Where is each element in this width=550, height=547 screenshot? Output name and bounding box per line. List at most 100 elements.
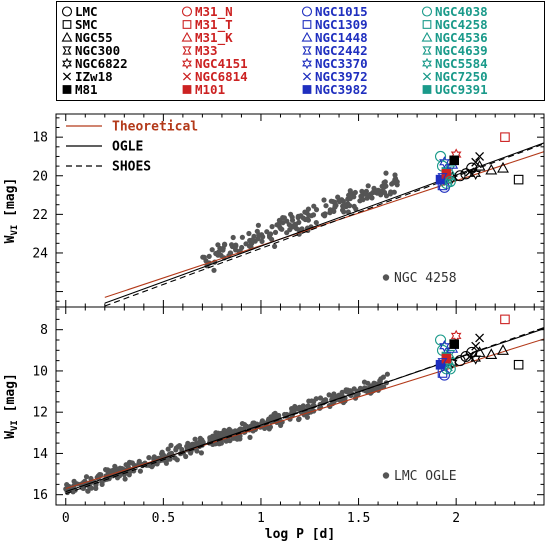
y-tick-label: 12	[32, 406, 48, 421]
cepheid-point	[361, 379, 368, 385]
cepheid-point	[393, 178, 399, 184]
plot-area	[63, 314, 544, 496]
legend-label: SMC	[75, 17, 98, 32]
cepheid-point	[281, 215, 287, 221]
legend-item-lmc: LMC	[61, 4, 98, 19]
cepheid-point	[99, 481, 105, 487]
galaxy-point	[437, 173, 448, 183]
cepheid-point	[292, 223, 298, 229]
cepheid-point	[194, 448, 200, 454]
x-tick-label: 1	[257, 511, 265, 526]
cepheid-point	[371, 386, 377, 392]
cepheid-cloud	[63, 371, 390, 496]
galaxy-point	[473, 159, 486, 171]
star-open-marker-icon	[182, 57, 192, 70]
galaxy-point	[497, 344, 509, 355]
galaxy-point	[475, 333, 485, 343]
cepheid-point	[266, 232, 273, 238]
cepheid-point	[149, 463, 155, 469]
cepheid-point	[260, 234, 266, 240]
cepheid-point	[254, 228, 260, 234]
legend-item-m31-n: M31_N	[181, 4, 233, 20]
legend: LMCSMCNGC55NGC300NGC6822IZw18M81M31_NM31…	[56, 1, 545, 101]
cepheid-point	[369, 195, 375, 201]
legend-label: NGC4151	[195, 56, 248, 71]
legend-label: M81	[75, 82, 98, 97]
legend-item-ngc3982: NGC3982	[302, 82, 368, 97]
annotation-marker-icon	[382, 472, 390, 479]
cepheid-point	[377, 378, 383, 385]
cepheid-point	[382, 189, 388, 196]
cepheid-point	[391, 189, 397, 195]
legend-label: LMC	[75, 4, 98, 19]
legend-label: NGC55	[75, 30, 113, 45]
cepheid-point	[163, 460, 169, 466]
legend-item-ngc4536: NGC4536	[421, 30, 488, 45]
galaxy-point	[449, 339, 460, 349]
cepheid-point	[365, 183, 371, 189]
cepheid-point	[222, 241, 228, 247]
legend-item-m81: M81	[62, 82, 98, 97]
cepheid-point	[383, 170, 389, 176]
legend-item-ngc55: NGC55	[61, 30, 113, 45]
cepheid-point	[129, 460, 135, 466]
legend-item-ngc4038: NGC4038	[421, 4, 488, 19]
cepheid-point	[347, 195, 353, 202]
cepheid-point	[345, 388, 351, 394]
legend-label: M31_T	[195, 17, 233, 33]
legend-item-izw18: IZw18	[62, 69, 113, 84]
triangle-open-marker-icon	[421, 31, 433, 42]
cepheid-point	[280, 220, 286, 226]
cepheid-point	[326, 392, 332, 398]
legend-label: NGC3982	[315, 82, 368, 97]
cepheid-point	[103, 467, 109, 473]
legend-label: NGC4038	[435, 4, 488, 19]
cepheid-point	[122, 476, 128, 482]
cepheid-point	[305, 206, 311, 212]
line-legend-label: OGLE	[112, 140, 143, 155]
legend-item-ngc4258: NGC4258	[422, 17, 488, 32]
cepheid-point	[232, 243, 238, 249]
galaxy-point	[449, 155, 460, 166]
circle-open-marker-icon	[301, 6, 313, 17]
legend-item-ngc1309: NGC1309	[302, 17, 368, 32]
fit-line-shoes	[65, 327, 544, 495]
cepheid-point	[300, 215, 306, 221]
cepheid-point	[211, 267, 217, 273]
square-filled-marker-icon	[422, 85, 432, 94]
cepheid-point	[309, 398, 315, 404]
y-tick-label: 14	[32, 447, 48, 462]
square-open-marker-icon	[422, 20, 432, 29]
legend-label: UGC9391	[435, 82, 488, 97]
cepheid-point	[306, 212, 312, 218]
square-open-marker-icon	[302, 20, 312, 29]
cepheid-point	[213, 250, 219, 257]
panel-ngc4258: 18 20 22 24 WVI [mag] NGC 4258	[3, 113, 545, 308]
line-legend: Theoretical OGLE SHOES	[66, 120, 198, 175]
cepheid-point	[234, 436, 240, 442]
circle-open-marker-icon	[181, 6, 193, 17]
cepheid-point	[311, 203, 317, 209]
fit-line-ogle	[104, 142, 544, 304]
cepheid-point	[341, 209, 347, 215]
galaxy-point	[500, 132, 510, 142]
cepheid-point	[267, 424, 273, 430]
x-tick-label: 0	[62, 511, 70, 526]
cepheid-point	[239, 234, 245, 240]
legend-item-ngc300: NGC300	[62, 43, 120, 58]
legend-label: NGC5584	[435, 56, 488, 71]
cepheid-point	[264, 229, 270, 235]
legend-label: IZw18	[75, 69, 113, 84]
galaxy-point	[437, 358, 448, 368]
square-filled-marker-icon	[62, 85, 72, 94]
legend-item-m101: M101	[182, 82, 225, 97]
cepheid-point	[198, 450, 204, 456]
triangle-open-marker-icon	[301, 31, 313, 42]
cross4-marker-icon	[62, 46, 72, 55]
cepheid-point	[365, 192, 371, 198]
y-tick-label: 18	[32, 131, 48, 146]
cepheid-point	[272, 243, 278, 249]
cepheid-point	[239, 421, 245, 427]
cepheid-point	[330, 393, 336, 400]
cepheid-point	[165, 446, 171, 452]
